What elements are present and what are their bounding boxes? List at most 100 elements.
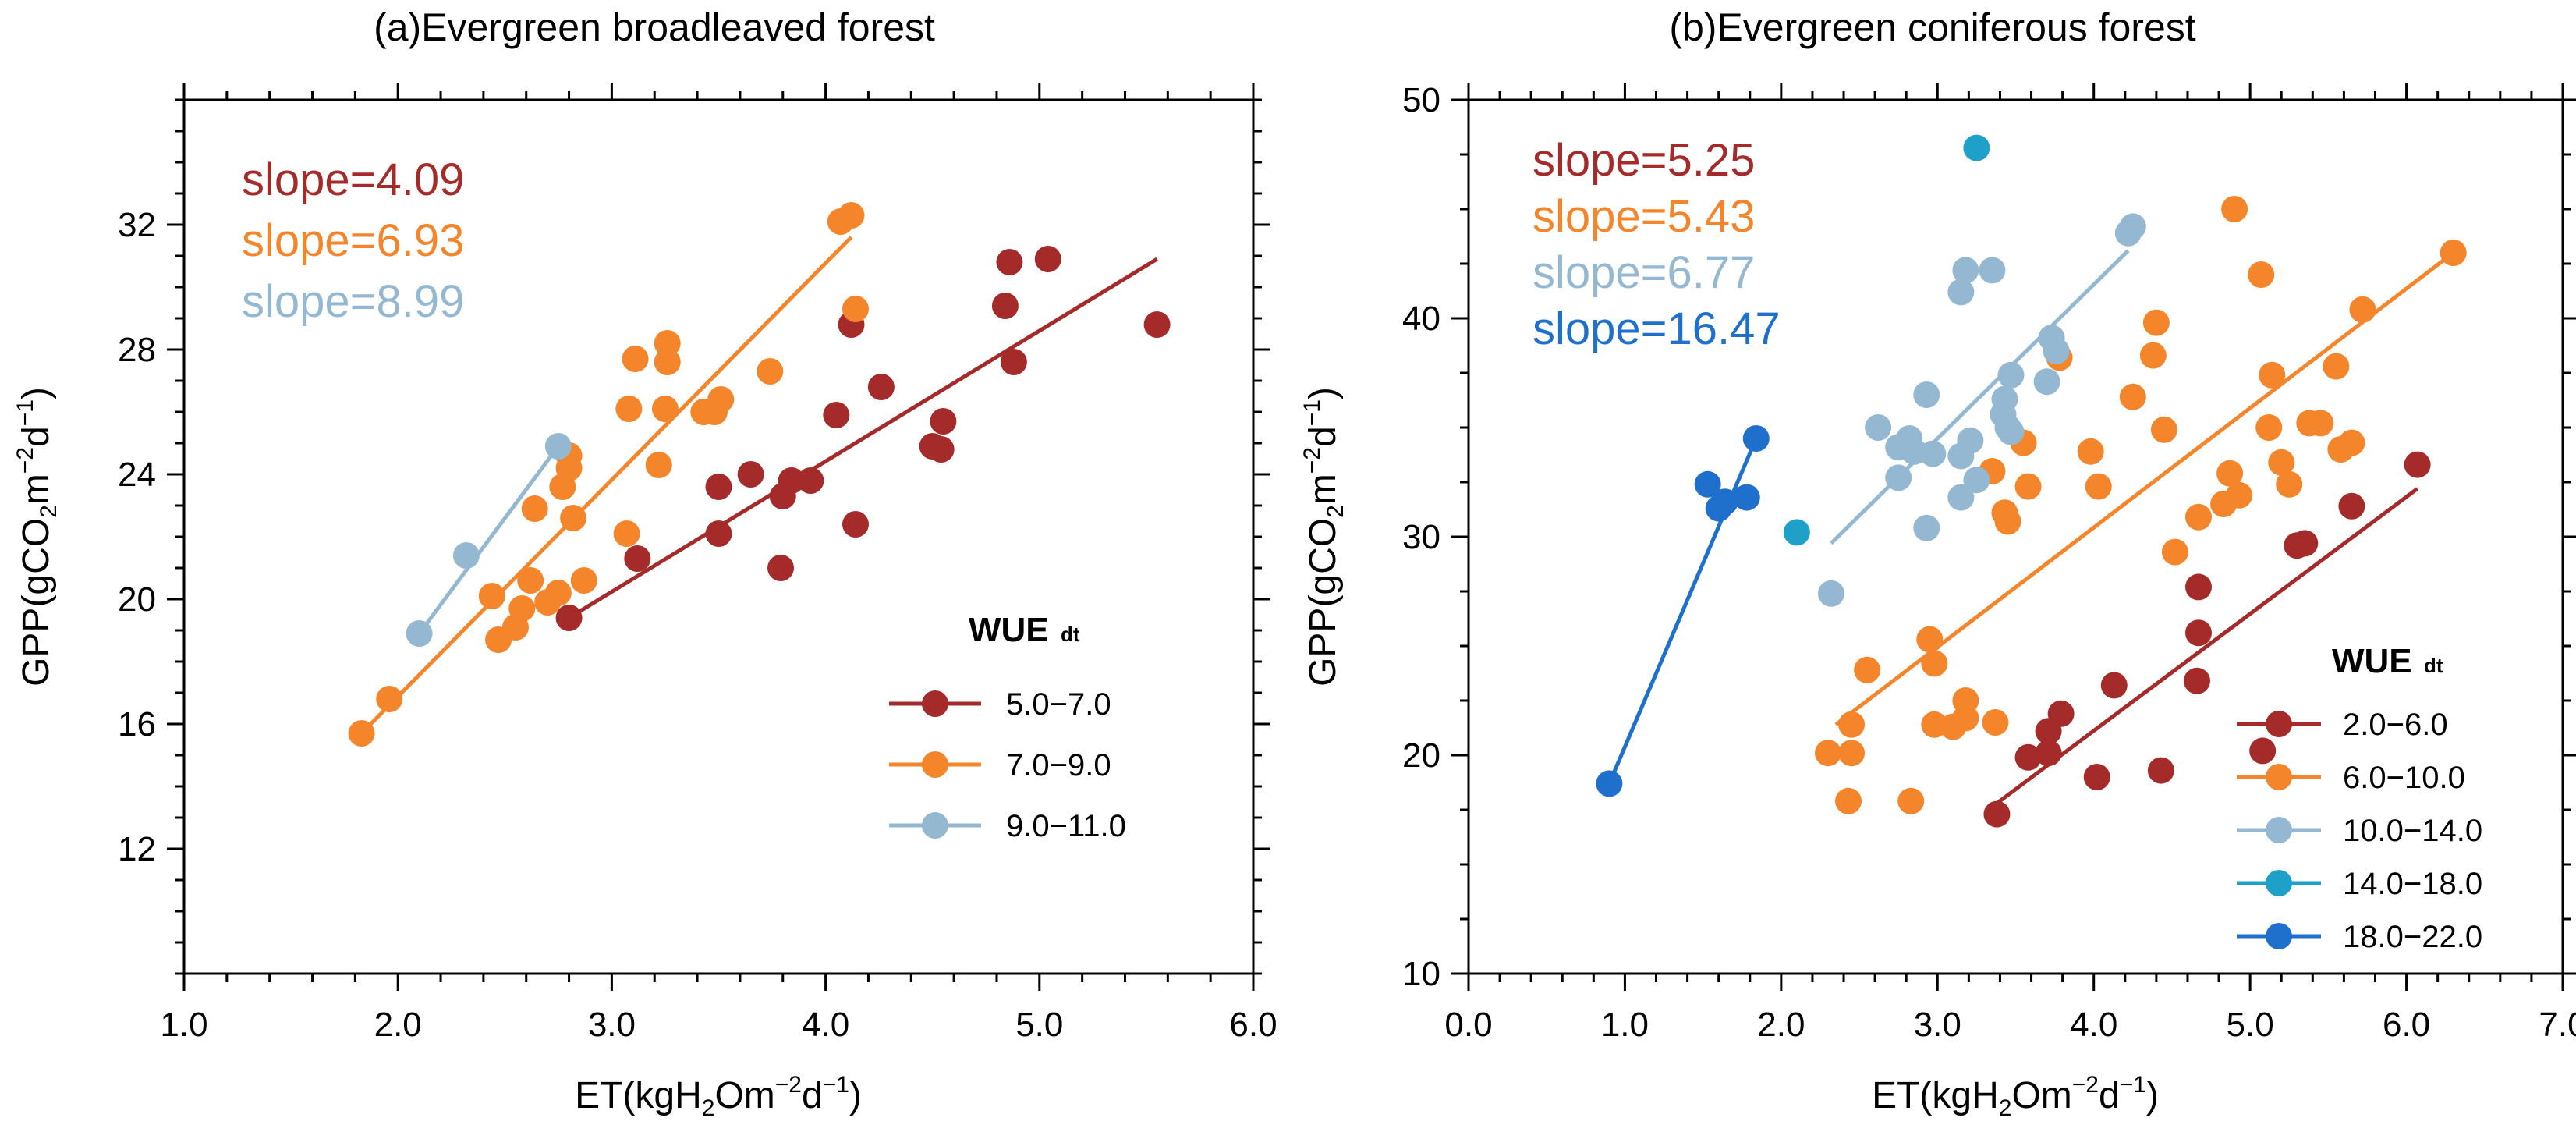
data-point bbox=[2119, 383, 2146, 410]
data-point bbox=[737, 461, 764, 488]
y-tick-label: 28 bbox=[118, 331, 156, 369]
data-point bbox=[1835, 787, 1862, 814]
data-point bbox=[1982, 709, 2009, 736]
data-point bbox=[1596, 770, 1623, 797]
data-point bbox=[2083, 764, 2110, 790]
data-point bbox=[376, 686, 403, 712]
data-point bbox=[544, 580, 572, 606]
data-point bbox=[2323, 353, 2350, 380]
slope-label: slope=8.99 bbox=[242, 276, 464, 327]
legend-marker bbox=[2266, 764, 2292, 790]
data-point bbox=[1742, 425, 1770, 452]
panel-a-slope-labels: slope=4.09 slope=6.93 slope=8.99 bbox=[242, 154, 464, 327]
legend-title: WUE bbox=[969, 611, 1049, 649]
data-point bbox=[560, 505, 587, 531]
data-point bbox=[2043, 338, 2070, 364]
data-point bbox=[2119, 213, 2146, 240]
data-point bbox=[1814, 740, 1841, 767]
data-point bbox=[1963, 467, 1990, 494]
data-point bbox=[2248, 261, 2275, 288]
y-tick-label: 40 bbox=[1402, 300, 1440, 338]
x-tick-label: 6.0 bbox=[2383, 1006, 2430, 1044]
panel-a-tick-labels: 1.0 2.0 3.0 4.0 5.0 6.0 12 16 20 24 28 32 bbox=[118, 206, 1277, 1044]
data-point bbox=[1947, 484, 1975, 511]
data-point bbox=[1983, 800, 2011, 828]
panel-b-tick-labels: 0.0 1.0 2.0 3.0 4.0 5.0 6.0 7.0 10 20 30 40 50 bbox=[1402, 81, 2576, 1044]
data-point bbox=[555, 605, 583, 631]
panel-a-title: (a)Evergreen broadleaved forest bbox=[374, 5, 935, 49]
legend-label: 18.0−22.0 bbox=[2343, 920, 2482, 954]
legend-label: 10.0−14.0 bbox=[2343, 814, 2482, 848]
data-point bbox=[615, 396, 643, 422]
data-point bbox=[1916, 626, 1944, 653]
data-point bbox=[757, 358, 784, 385]
legend-marker bbox=[922, 812, 948, 839]
data-point bbox=[705, 520, 732, 547]
legend-marker bbox=[922, 751, 948, 778]
x-tick-label: 3.0 bbox=[588, 1006, 636, 1044]
panel-b-x-axis-label: ET(kgH2Om−2d−1) bbox=[1872, 1072, 2159, 1121]
data-point bbox=[2033, 368, 2060, 396]
legend-label: 9.0−11.0 bbox=[1006, 809, 1126, 843]
data-point bbox=[2047, 700, 2075, 727]
fit-line bbox=[1607, 438, 1759, 785]
data-point bbox=[1921, 650, 1948, 677]
data-point bbox=[2183, 667, 2210, 694]
legend-title-subscript: dt bbox=[2424, 654, 2443, 677]
data-point bbox=[1952, 257, 1979, 284]
panel-b-slope-labels: slope=5.25slope=5.43slope=6.77slope=16.4… bbox=[1532, 135, 1781, 354]
data-point bbox=[2226, 481, 2253, 509]
legend-title-subscript: dt bbox=[1061, 623, 1080, 646]
slope-label: slope=6.93 bbox=[242, 215, 464, 266]
data-point bbox=[544, 433, 572, 460]
data-point bbox=[521, 495, 548, 522]
data-point bbox=[2100, 672, 2128, 699]
data-point bbox=[2139, 342, 2167, 369]
data-point bbox=[452, 542, 480, 569]
data-point bbox=[2249, 737, 2277, 765]
panel-a-points bbox=[348, 202, 1171, 747]
data-point bbox=[842, 511, 869, 538]
panel-a-y-axis-label: GPP(gCO2m−2d−1) bbox=[12, 387, 62, 687]
panel-a-ticks bbox=[167, 83, 1270, 991]
data-point bbox=[1865, 414, 1892, 441]
data-point bbox=[613, 520, 640, 547]
legend-label: 2.0−6.0 bbox=[2343, 708, 2448, 742]
data-point bbox=[2307, 410, 2334, 437]
x-tick-label: 4.0 bbox=[2070, 1006, 2117, 1044]
fit-line bbox=[1830, 249, 2130, 545]
data-point bbox=[1991, 385, 2018, 413]
data-point bbox=[1694, 470, 1721, 498]
data-point bbox=[517, 567, 544, 594]
data-point bbox=[622, 346, 649, 372]
fit-line bbox=[1995, 487, 2419, 805]
x-tick-label: 5.0 bbox=[2227, 1006, 2274, 1044]
slope-label: slope=5.43 bbox=[1532, 191, 1755, 242]
data-point bbox=[1957, 427, 1984, 454]
data-point bbox=[348, 720, 375, 747]
data-point bbox=[1733, 484, 1760, 511]
data-point bbox=[823, 402, 850, 428]
x-tick-label: 2.0 bbox=[1757, 1006, 1805, 1044]
slope-label: slope=5.25 bbox=[1532, 135, 1755, 186]
data-point bbox=[707, 386, 735, 413]
data-point bbox=[406, 620, 433, 647]
panel-b-legend: WUE dt 2.0−6.0 6.0−10.0 10.0−14.0 14.0−18.0… bbox=[2237, 642, 2482, 954]
y-tick-label: 16 bbox=[118, 705, 156, 743]
legend-label: 7.0−9.0 bbox=[1006, 748, 1111, 782]
data-point bbox=[1783, 519, 1810, 546]
panel-a-legend: WUE dt 5.0−7.0 7.0−9.0 9.0−11.0 bbox=[889, 611, 1126, 843]
fit-line bbox=[568, 257, 1158, 620]
data-point bbox=[1711, 488, 1738, 516]
panel-b-title: (b)Evergreen coniferous forest bbox=[1669, 5, 2195, 49]
data-point bbox=[797, 467, 824, 494]
data-point bbox=[1854, 656, 1881, 683]
legend-label: 5.0−7.0 bbox=[1006, 687, 1111, 722]
data-point bbox=[1034, 246, 1061, 272]
y-tick-label: 20 bbox=[1402, 736, 1440, 775]
data-point bbox=[2349, 296, 2376, 323]
x-tick-label: 7.0 bbox=[2539, 1006, 2576, 1044]
data-point bbox=[838, 202, 865, 229]
data-point bbox=[2161, 538, 2188, 566]
